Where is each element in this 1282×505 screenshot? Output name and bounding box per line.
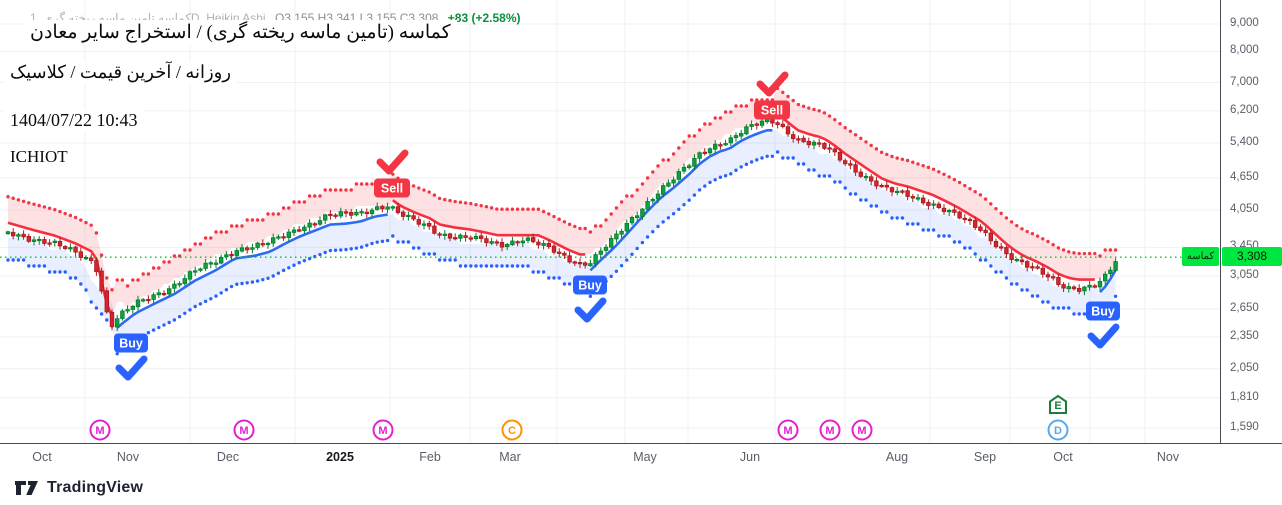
signal-check-icon — [1087, 323, 1120, 349]
buy-signal-label — [573, 275, 607, 295]
svg-text:M: M — [239, 425, 248, 437]
price-tick: 7,000 — [1230, 75, 1259, 88]
price-tick: 4,650 — [1230, 170, 1259, 183]
price-tick: 1,810 — [1230, 390, 1259, 403]
svg-text:M: M — [95, 425, 104, 437]
chart-pane[interactable]: M M M C M M M E D Buy Buy Buy Sell Sell كماسه تامین م… — [0, 0, 1220, 443]
price-tick: 4,050 — [1230, 203, 1259, 216]
svg-text:D: D — [1054, 425, 1062, 437]
svg-text:Buy: Buy — [1091, 305, 1115, 319]
time-tick-nov: Nov — [1156, 450, 1180, 464]
svg-text:M: M — [857, 425, 866, 437]
time-tick-2025: 2025 — [326, 450, 354, 464]
svg-text:M: M — [783, 425, 792, 437]
event-marker-m[interactable]: M — [851, 419, 873, 441]
signal-check-icon — [756, 71, 789, 97]
event-marker-d[interactable]: D — [1047, 419, 1069, 441]
signal-check-icon — [376, 149, 409, 175]
time-tick-dec: Dec — [216, 450, 240, 464]
time-tick-may: May — [633, 450, 657, 464]
event-marker-m[interactable]: M — [372, 419, 394, 441]
last-price-label: 3,308 — [1222, 247, 1282, 267]
time-tick-mar: Mar — [499, 450, 521, 464]
svg-text:Buy: Buy — [119, 337, 143, 351]
time-tick-feb: Feb — [419, 450, 441, 464]
event-marker-m[interactable]: M — [89, 419, 111, 441]
event-marker-e[interactable]: E — [1049, 394, 1067, 414]
time-tick-jun: Jun — [739, 450, 761, 464]
price-tick: 5,400 — [1230, 136, 1259, 149]
svg-text:M: M — [378, 425, 387, 437]
buy-signal-label — [1086, 301, 1120, 321]
svg-text:E: E — [1054, 400, 1061, 412]
time-tick-sep: Sep — [973, 450, 997, 464]
svg-text:C: C — [508, 425, 516, 437]
event-marker-m[interactable]: M — [819, 419, 841, 441]
sell-signal-label — [754, 100, 790, 120]
tradingview-brand-text[interactable]: TradingView — [47, 479, 144, 496]
time-tick-nov: Nov — [116, 450, 140, 464]
legend-change-value: +83 (+2.58%) — [447, 11, 521, 25]
svg-text:M: M — [825, 425, 834, 437]
price-axis[interactable]: 3,308 9,000 8,000 7,000 6,200 5,400 4,650 4,05… — [1220, 0, 1282, 443]
price-tick: 1,590 — [1230, 420, 1259, 433]
annotation-datetime: 1404/07/22 10:43 — [4, 109, 144, 132]
price-tick: 2,650 — [1230, 301, 1259, 314]
svg-text:Buy: Buy — [578, 279, 602, 293]
sell-signal-label — [374, 178, 410, 198]
annotation-symbol-title: كماسه (تامین ماسه ریخته گری) / استخراج س… — [24, 20, 457, 45]
event-marker-c[interactable]: C — [501, 419, 523, 441]
tradingview-logo-icon[interactable] — [14, 478, 40, 498]
last-price-symbol-tag: كماسه — [1182, 247, 1219, 267]
price-tick: 3,050 — [1230, 269, 1259, 282]
price-tick: 8,000 — [1230, 44, 1259, 57]
time-tick-aug: Aug — [885, 450, 909, 464]
annotation-timeframe-style: روزانه / آخرین قیمت / کلاسیک — [4, 61, 238, 84]
time-tick-oct: Oct — [1053, 450, 1073, 464]
buy-signal-label — [114, 333, 148, 353]
annotation-indicator-name: ICHIOT — [4, 146, 74, 168]
time-axis[interactable]: Oct Nov Dec 2025 Feb Mar May Jun Aug Sep Oct Nov — [0, 443, 1282, 472]
signal-check-icon — [115, 355, 148, 381]
signal-check-icon — [574, 297, 607, 323]
price-tick: 2,050 — [1230, 361, 1259, 374]
event-marker-m[interactable]: M — [233, 419, 255, 441]
price-tick: 9,000 — [1230, 17, 1259, 29]
footer-toolbar: TradingView — [0, 471, 1282, 505]
svg-text:Sell: Sell — [381, 182, 403, 196]
price-chart-canvas[interactable]: M M M C M M M E D Buy Buy Buy Sell Sell — [0, 0, 1220, 443]
svg-text:Sell: Sell — [761, 104, 783, 118]
price-tick: 6,200 — [1230, 103, 1259, 116]
price-tick: 2,350 — [1230, 329, 1259, 342]
event-marker-m[interactable]: M — [777, 419, 799, 441]
time-tick-oct: Oct — [32, 450, 52, 464]
